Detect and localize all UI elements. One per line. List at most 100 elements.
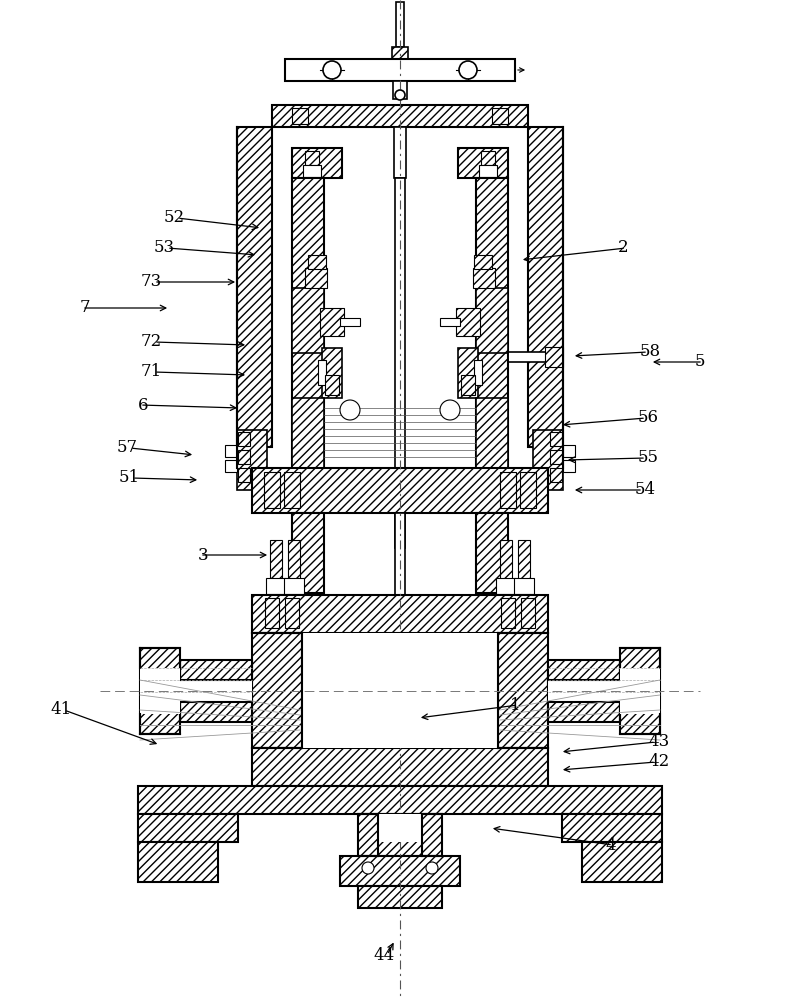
Bar [238, 468, 250, 482]
Bar [308, 255, 326, 269]
Bar [252, 633, 302, 748]
Bar [492, 108, 508, 124]
Bar [563, 445, 575, 457]
Text: 58: 58 [640, 344, 661, 360]
Bar [458, 348, 478, 398]
Bar [225, 460, 237, 472]
Text: 4: 4 [605, 836, 616, 854]
Bar [518, 540, 530, 580]
Bar [562, 814, 662, 842]
Circle shape [426, 862, 438, 874]
Bar [396, 2, 404, 47]
Bar [372, 695, 428, 700]
Bar [362, 723, 438, 737]
Bar [372, 709, 428, 714]
Bar [456, 308, 480, 336]
Bar [292, 178, 324, 468]
Bar [284, 472, 300, 508]
Bar [292, 288, 324, 353]
Bar [138, 786, 662, 814]
Bar [394, 127, 406, 178]
Bar [180, 660, 252, 722]
Bar [550, 468, 562, 482]
Text: 3: 3 [197, 546, 208, 564]
Bar [292, 148, 342, 178]
Text: 42: 42 [648, 754, 669, 770]
Bar [458, 148, 508, 178]
Bar [528, 127, 563, 447]
Bar [138, 842, 218, 882]
Bar [270, 540, 282, 580]
Bar [390, 633, 410, 648]
Circle shape [459, 61, 477, 79]
Bar [285, 59, 515, 81]
Text: 72: 72 [141, 334, 162, 351]
Text: 41: 41 [51, 702, 72, 718]
Bar [252, 595, 548, 633]
Bar [498, 633, 548, 748]
Bar [358, 886, 442, 908]
Text: 5: 5 [695, 354, 705, 370]
Bar [620, 668, 660, 714]
Text: 56: 56 [638, 410, 659, 426]
Text: 55: 55 [638, 450, 659, 466]
Bar [288, 540, 300, 580]
Circle shape [362, 862, 374, 874]
Bar [325, 375, 339, 395]
Bar [238, 450, 250, 464]
Bar [266, 578, 286, 594]
Bar [496, 578, 516, 594]
Bar [285, 598, 299, 628]
Bar [473, 268, 495, 288]
Bar [292, 398, 324, 468]
Bar [292, 513, 324, 593]
Bar [440, 318, 460, 326]
Bar [500, 540, 512, 580]
Bar [461, 375, 475, 395]
Bar [318, 360, 326, 385]
Bar [225, 445, 237, 457]
Bar [372, 674, 428, 679]
Text: 54: 54 [635, 482, 656, 498]
Bar [305, 151, 319, 165]
Bar [237, 127, 272, 447]
Bar [501, 598, 515, 628]
Circle shape [340, 400, 360, 420]
Bar [284, 578, 304, 594]
Bar [372, 681, 428, 686]
Bar [252, 748, 548, 786]
Bar [180, 680, 252, 702]
Bar [520, 472, 536, 508]
Circle shape [395, 90, 405, 100]
Text: 52: 52 [164, 210, 185, 227]
Bar [386, 637, 392, 647]
Text: 44: 44 [374, 946, 395, 964]
Bar [237, 430, 267, 490]
Bar [303, 165, 321, 177]
Bar [302, 633, 498, 748]
Bar [582, 842, 662, 882]
Bar [140, 648, 180, 734]
Bar [508, 352, 563, 362]
Bar [408, 637, 414, 647]
Bar [305, 268, 327, 288]
Bar [514, 578, 534, 594]
Bar [392, 47, 408, 59]
Bar [476, 288, 508, 353]
Circle shape [440, 400, 460, 420]
Bar [340, 318, 360, 326]
Bar [264, 472, 280, 508]
Text: 57: 57 [117, 440, 138, 456]
Bar [320, 308, 344, 336]
Bar [322, 348, 342, 398]
Bar [138, 814, 238, 842]
Bar [378, 814, 422, 842]
Bar [550, 450, 562, 464]
Text: 6: 6 [138, 396, 148, 414]
Bar [481, 151, 495, 165]
Text: 53: 53 [154, 239, 175, 256]
Bar [372, 702, 428, 707]
Bar [545, 347, 563, 367]
Bar [372, 688, 428, 693]
Bar [340, 856, 460, 886]
